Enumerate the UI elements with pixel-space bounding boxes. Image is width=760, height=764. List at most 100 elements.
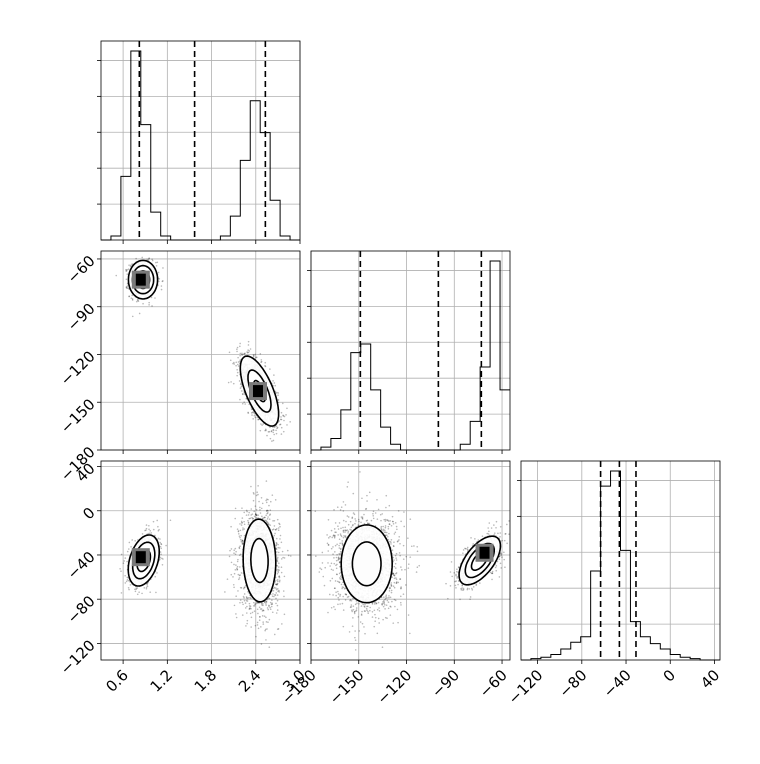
density-panel-1-sample-point — [268, 605, 270, 607]
density-panel-0-sample-point — [141, 257, 143, 259]
density-panel-0-sample-point — [237, 372, 239, 374]
density-panel-1-sample-point — [248, 597, 250, 599]
density-panel-1-sample-point — [250, 486, 252, 488]
density-panel-1-sample-point — [266, 513, 268, 515]
density-panel-1-sample-point — [124, 575, 126, 577]
density-panel-1-sample-point — [241, 539, 243, 541]
density-panel-1-sample-point — [280, 535, 282, 537]
density-panel-0-sample-point — [259, 430, 261, 432]
density-panel-1-sample-point — [237, 574, 239, 576]
density-panel-0-sample-point — [237, 347, 239, 349]
density-panel-1-sample-point — [246, 612, 248, 614]
density-panel-1-sample-point — [268, 505, 270, 507]
density-panel-0-sample-point — [285, 414, 287, 416]
density-panel-1-sample-point — [240, 530, 242, 532]
density-panel-1-sample-point — [253, 493, 255, 495]
density-panel-0-sample-point — [266, 435, 268, 437]
density-panel-1-sample-point — [149, 591, 151, 593]
density-panel-0-sample-point — [240, 353, 242, 355]
density-panel-0-sample-point — [239, 343, 241, 345]
density-panel-0-sample-point — [281, 433, 283, 435]
density-panel-1-sample-point — [240, 535, 242, 537]
density-panel-0-sample-point — [284, 416, 286, 418]
density-panel-1-sample-point — [270, 602, 272, 604]
density-panel-1-sample-point — [260, 626, 262, 628]
density-panel-1-sample-point — [273, 590, 275, 592]
density-panel-1-sample-point — [156, 572, 158, 574]
density-panel-1-sample-point — [235, 564, 237, 566]
density-panel-1-sample-point — [243, 596, 245, 598]
density-panel-1-sample-point — [279, 577, 281, 579]
density-panel-1-sample-point — [147, 533, 149, 535]
density-panel-1-sample-point — [266, 621, 268, 623]
density-panel-2-content — [315, 471, 514, 651]
density-panel-1-sample-point — [135, 588, 137, 590]
density-panel-1-sample-point — [267, 621, 269, 623]
density-panel-1-sample-point — [128, 580, 130, 582]
density-panel-1-sample-point — [233, 549, 235, 551]
density-panel-1-sample-point — [257, 622, 259, 624]
density-panel-0-sample-point — [260, 361, 262, 363]
density-panel-1-sample-point — [144, 530, 146, 532]
density-panel-1-sample-point — [130, 546, 132, 548]
density-panel-1-sample-point — [247, 620, 249, 622]
density-panel-1-sample-point — [158, 529, 160, 531]
density-panel-0-sample-point — [244, 403, 246, 405]
density-panel-1-sample-point — [277, 519, 279, 521]
density-panel-1-sample-point — [253, 602, 255, 604]
density-panel-1-sample-point — [277, 580, 279, 582]
density-panel-0-sample-point — [276, 433, 278, 435]
density-panel-1-sample-point — [284, 557, 286, 559]
density-panel-0-sample-point — [238, 365, 240, 367]
density-panel-0-sample-point — [277, 427, 279, 429]
density-panel-1-sample-point — [248, 512, 250, 514]
density-panel-0-sample-point — [162, 281, 164, 283]
density-panel-1-sample-point — [160, 546, 162, 548]
density-panel-1-sample-point — [242, 604, 244, 606]
density-panel-0-sample-point — [250, 348, 252, 350]
density-panel-0-sample-point — [132, 316, 134, 318]
density-panel-1-sample-point — [124, 557, 126, 559]
density-panel-1-sample-point — [250, 508, 252, 510]
density-panel-0-sample-point — [253, 354, 255, 356]
density-panel-1-sample-point — [121, 554, 123, 556]
density-panel-0-sample-point — [230, 381, 232, 383]
density-panel-1-sample-point — [274, 520, 276, 522]
density-panel-1-sample-point — [142, 533, 144, 535]
density-panel-0-sample-point — [230, 359, 232, 361]
density-panel-0-sample-point — [262, 423, 264, 425]
density-panel-0-sample-point — [126, 269, 128, 271]
density-panel-0-sample-point — [156, 265, 158, 267]
density-panel-0-sample-point — [151, 297, 153, 299]
density-panel-1-sample-point — [257, 613, 259, 615]
density-panel-1-sample-point — [261, 608, 263, 610]
density-panel-0-sample-point — [126, 279, 128, 281]
density-panel-1-sample-point — [265, 500, 267, 502]
density-panel-1-sample-point — [269, 509, 271, 511]
density-panel-0-sample-point — [238, 361, 240, 363]
density-panel-1-sample-point — [128, 587, 130, 589]
density-panel-1-sample-point — [130, 584, 132, 586]
density-panel-2-sample-point — [329, 594, 331, 596]
density-panel-1-sample-point — [261, 643, 263, 645]
density-panel-1-sample-point — [233, 564, 235, 566]
density-panel-1-sample-point — [248, 522, 250, 524]
density-panel-1-sample-point — [253, 500, 255, 502]
density-panel-1-sample-point — [233, 586, 235, 588]
density-panel-0-sample-point — [236, 351, 238, 353]
density-panel-1-sample-point — [255, 505, 257, 507]
density-panel-1-sample-point — [126, 561, 128, 563]
density-panel-0-sample-point — [233, 362, 235, 364]
density-panel-1-sample-point — [237, 566, 239, 568]
density-panel-1-sample-point — [269, 518, 271, 520]
density-panel-1-sample-point — [134, 588, 136, 590]
density-panel-0-sample-point — [136, 301, 138, 303]
density-panel-0-sample-point — [254, 415, 256, 417]
density-panel-0-sample-point — [265, 366, 267, 368]
density-panel-1-sample-point — [156, 520, 158, 522]
density-panel-0-sample-point — [283, 420, 285, 422]
density-panel-1-sample-point — [257, 514, 259, 516]
density-panel-1-sample-point — [234, 605, 236, 607]
density-panel-1-sample-point — [275, 592, 277, 594]
density-panel-1-sample-point — [278, 529, 280, 531]
